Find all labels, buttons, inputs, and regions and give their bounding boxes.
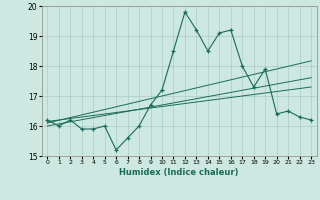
X-axis label: Humidex (Indice chaleur): Humidex (Indice chaleur) xyxy=(119,168,239,177)
